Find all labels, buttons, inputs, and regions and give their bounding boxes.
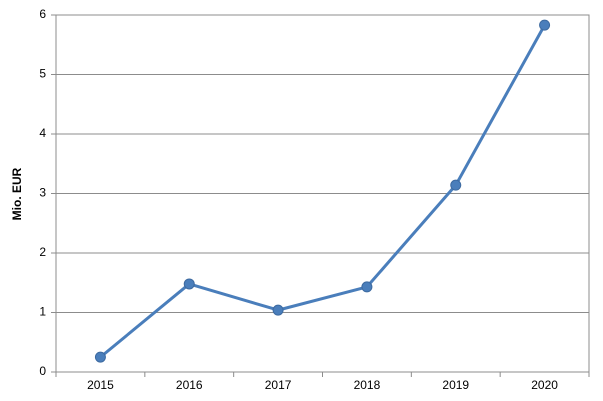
data-point bbox=[94, 351, 106, 363]
x-tick-label: 2018 bbox=[354, 378, 381, 392]
data-point bbox=[539, 19, 551, 31]
x-tick-label: 2020 bbox=[531, 378, 558, 392]
data-line bbox=[99, 24, 546, 359]
y-tick-label: 1 bbox=[39, 305, 46, 319]
x-tick-label: 2019 bbox=[442, 378, 469, 392]
data-point bbox=[272, 304, 284, 316]
y-axis-label: Mio. EUR bbox=[10, 167, 24, 220]
x-tick-label: 2017 bbox=[265, 378, 292, 392]
data-point bbox=[183, 278, 195, 290]
y-tick-label: 5 bbox=[39, 67, 46, 81]
data-point bbox=[450, 179, 462, 191]
x-tick-label: 2016 bbox=[176, 378, 203, 392]
y-tick-label: 0 bbox=[39, 364, 46, 378]
y-tick-label: 2 bbox=[39, 245, 46, 259]
y-tick-label: 3 bbox=[39, 186, 46, 200]
data-point bbox=[361, 281, 373, 293]
y-tick-label: 6 bbox=[39, 7, 46, 21]
x-tick-label: 2015 bbox=[87, 378, 114, 392]
y-tick-label: 4 bbox=[39, 126, 46, 140]
